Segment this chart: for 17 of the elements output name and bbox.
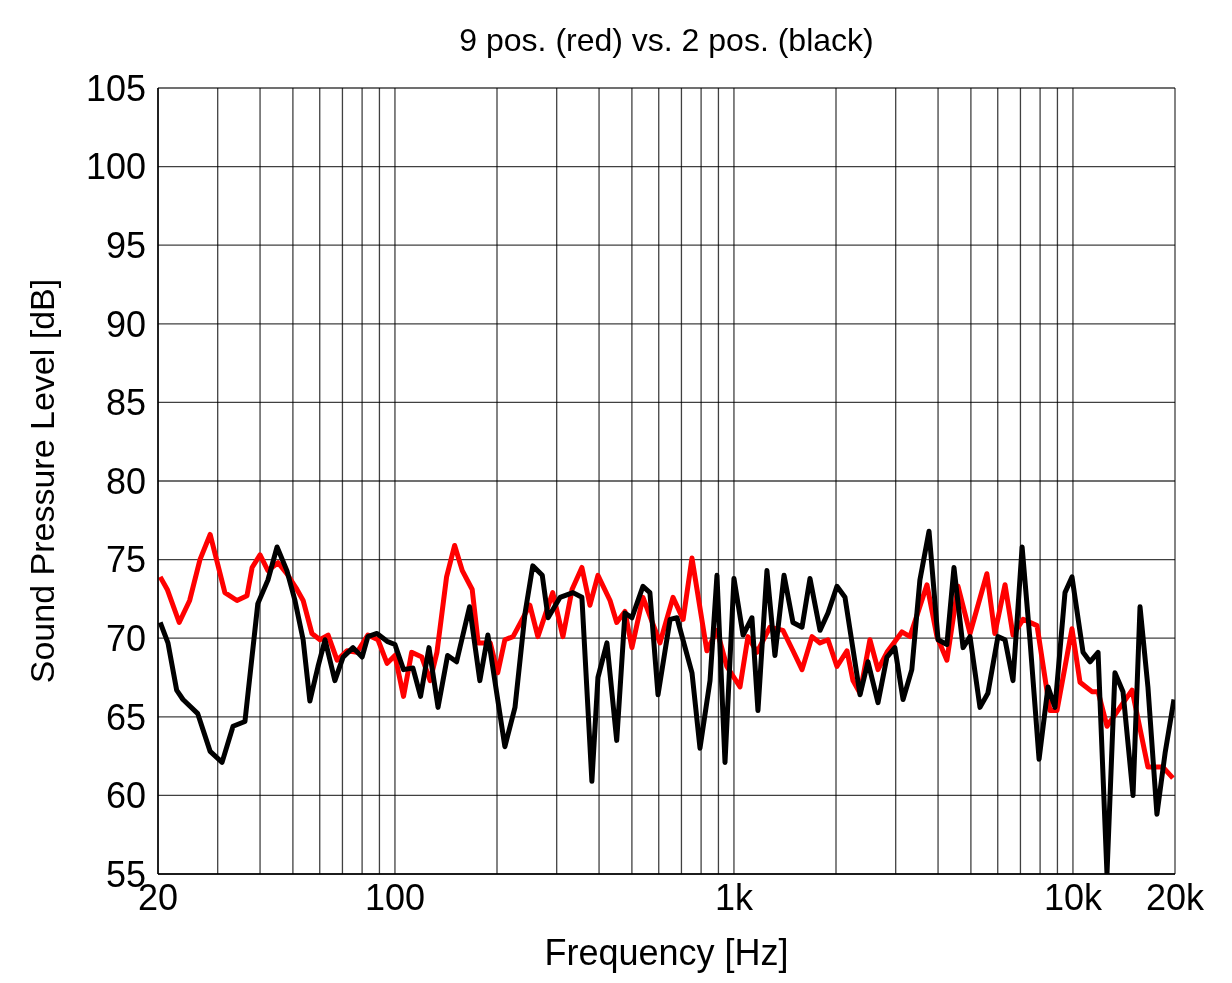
x-tick-label: 20k [1145,876,1206,918]
x-tick-label: 1k [714,876,754,918]
y-tick-label: 60 [105,775,146,817]
y-tick-label: 90 [105,303,146,345]
y-tick-label: 85 [105,382,146,424]
y-tick-label: 70 [105,617,146,659]
y-tick-label: 80 [105,460,146,502]
y-tick-label: 95 [105,224,146,266]
x-tick-label: 100 [364,876,425,918]
x-axis-title: Frequency [Hz] [544,932,789,973]
y-tick-label: 105 [85,67,146,109]
y-axis-title: Sound Pressure Level [dB] [23,278,62,684]
y-tick-label: 65 [105,696,146,738]
x-tick-label: 10k [1043,876,1103,918]
y-tick-label: 100 [85,146,146,188]
y-tick-label: 75 [105,539,146,581]
chart-title: 9 pos. (red) vs. 2 pos. (black) [458,22,875,59]
